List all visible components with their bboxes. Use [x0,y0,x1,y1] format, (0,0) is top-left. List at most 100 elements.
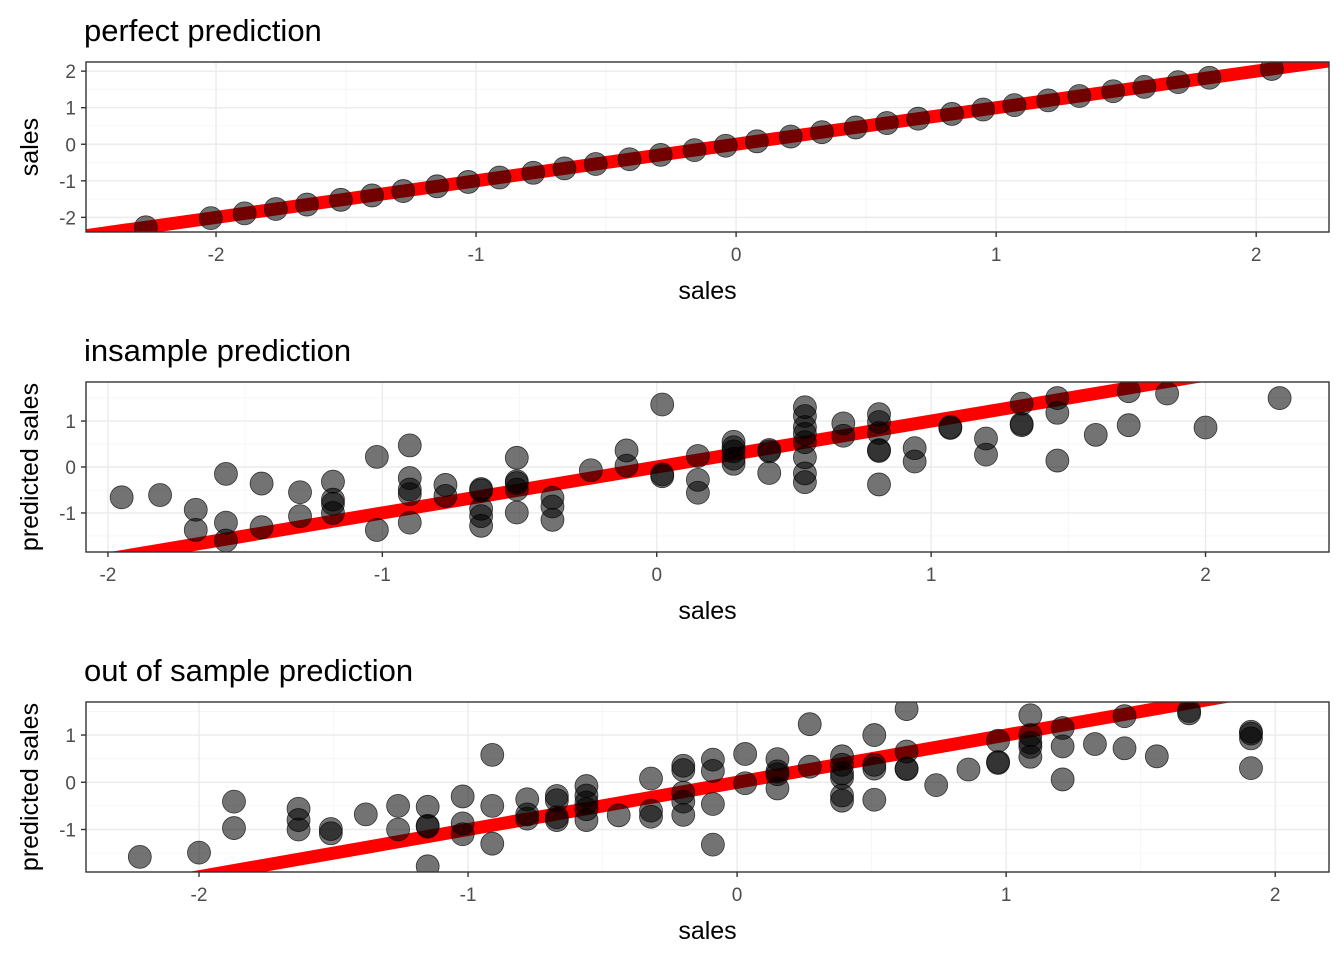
chart-2-point-6 [286,817,311,842]
chart-1-point-28 [469,513,494,538]
chart-1-point-32 [504,477,529,502]
chart-0-reference-line [86,62,1329,232]
chart-1-point-85 [1155,382,1180,406]
chart-1-point-14 [321,501,345,525]
chart-1-point-75 [974,442,998,467]
chart-2-point-3 [222,816,246,840]
chart-2-point-85 [1144,744,1169,769]
chart-2-point-1 [187,840,211,865]
chart-1-point-78 [1009,413,1034,438]
chart-2-point-48 [733,771,758,796]
chart-0-point-17 [713,133,738,158]
chart-0-point-5 [328,187,353,212]
chart-2-point-10 [386,793,410,818]
chart-0-point-3 [263,197,288,221]
chart-0-point-26 [1002,93,1027,118]
chart-1-point-8 [249,515,274,540]
chart-0-point-6 [360,183,384,208]
chart-1-point-16 [364,518,389,542]
chart-1-point-86 [1193,415,1218,440]
chart-2-point-44 [700,759,725,783]
chart-1-point-76 [1009,391,1034,416]
chart-0-point-31 [1166,70,1191,95]
chart-2-x-tick-label: 0 [732,885,743,906]
chart-0-point-14 [617,147,642,172]
chart-panel-insample-prediction: -2 -1 0 1 2 -1 0 1 insample prediction sales predi… [16,333,1330,625]
chart-2-point-42 [671,802,696,827]
chart-2-point-21 [480,831,505,856]
chart-0-point-32 [1197,65,1222,90]
chart-2-point-71 [986,728,1010,753]
chart-1-point-80 [1045,400,1070,425]
chart-2-point-20 [480,793,505,818]
chart-2-point-70 [956,757,981,782]
chart-2-point-78 [1018,744,1043,769]
chart-0-point-0 [133,215,158,232]
chart-2-point-91 [1239,756,1263,781]
chart-1-y-axis-label: predicted sales [16,383,44,551]
chart-2-point-83 [1112,704,1137,729]
chart-1-point-82 [1083,422,1108,447]
chart-1-point-1 [148,483,172,507]
chart-2-point-64 [862,787,887,812]
chart-1-y-tick-label: 1 [65,412,76,433]
chart-2-point-90 [1239,726,1263,751]
chart-2-x-tick-label: -1 [460,885,477,906]
chart-1-point-50 [721,451,746,476]
chart-0-x-tick-label: 1 [991,245,1002,266]
chart-1-x-axis-label: sales [678,597,736,625]
chart-1-point-20 [397,482,422,507]
chart-0-point-7 [391,179,416,203]
chart-1-y-tick-label: -1 [59,504,76,525]
chart-0-point-20 [810,120,834,145]
chart-2-y-tick-label: -1 [59,821,76,842]
chart-2-point-8 [318,821,343,846]
chart-2-point-81 [1050,767,1075,792]
chart-2-point-0 [127,844,152,869]
chart-0-point-8 [425,174,449,199]
chart-2-point-68 [894,756,919,781]
chart-1-point-69 [867,472,891,497]
chart-1-point-40 [650,392,675,417]
chart-2-point-60 [830,788,854,813]
chart-2-point-73 [986,751,1010,775]
chart-1-point-10 [288,504,312,529]
chart-2-point-45 [700,792,725,816]
chart-2-point-33 [574,808,599,832]
chart-1-point-9 [288,480,312,505]
chart-2-point-80 [1050,734,1075,759]
chart-0-point-12 [552,156,577,181]
chart-1-x-tick-label: -1 [374,565,391,586]
chart-1-point-61 [793,470,817,495]
chart-2-point-28 [544,808,569,832]
chart-1-point-21 [397,510,422,535]
chart-2-point-47 [733,742,758,766]
chart-0-points [133,62,1284,232]
chart-panel-out-of-sample-prediction: -2 -1 0 1 2 -1 0 1 out of sample prediction sales… [16,653,1330,945]
chart-0-y-tick-label: -2 [59,208,76,229]
chart-2-y-axis-label: predicted sales [16,703,44,871]
chart-2-point-61 [862,723,887,747]
chart-2-point-15 [415,854,440,872]
chart-0-point-22 [875,111,899,135]
chart-2-point-65 [894,702,919,721]
chart-1-point-36 [540,507,565,532]
chart-1-x-tick-label: 1 [926,565,937,586]
chart-0-point-10 [487,165,512,190]
chart-2-point-37 [639,804,663,829]
chart-1-point-2 [183,497,208,522]
chart-2-x-tick-label: 2 [1270,885,1281,906]
chart-1-point-4 [214,461,238,486]
chart-2-x-axis-label: sales [678,917,736,945]
chart-1-point-63 [831,423,856,448]
chart-1-point-15 [364,444,389,469]
chart-0-point-21 [843,115,868,140]
chart-2-panel-border [85,701,1330,873]
chart-1-point-43 [685,444,710,468]
chart-2-point-53 [797,712,822,737]
chart-2-point-52 [765,776,790,801]
chart-1-point-83 [1116,382,1141,404]
chart-1-point-17 [397,433,422,458]
chart-0-title: perfect prediction [84,13,322,48]
